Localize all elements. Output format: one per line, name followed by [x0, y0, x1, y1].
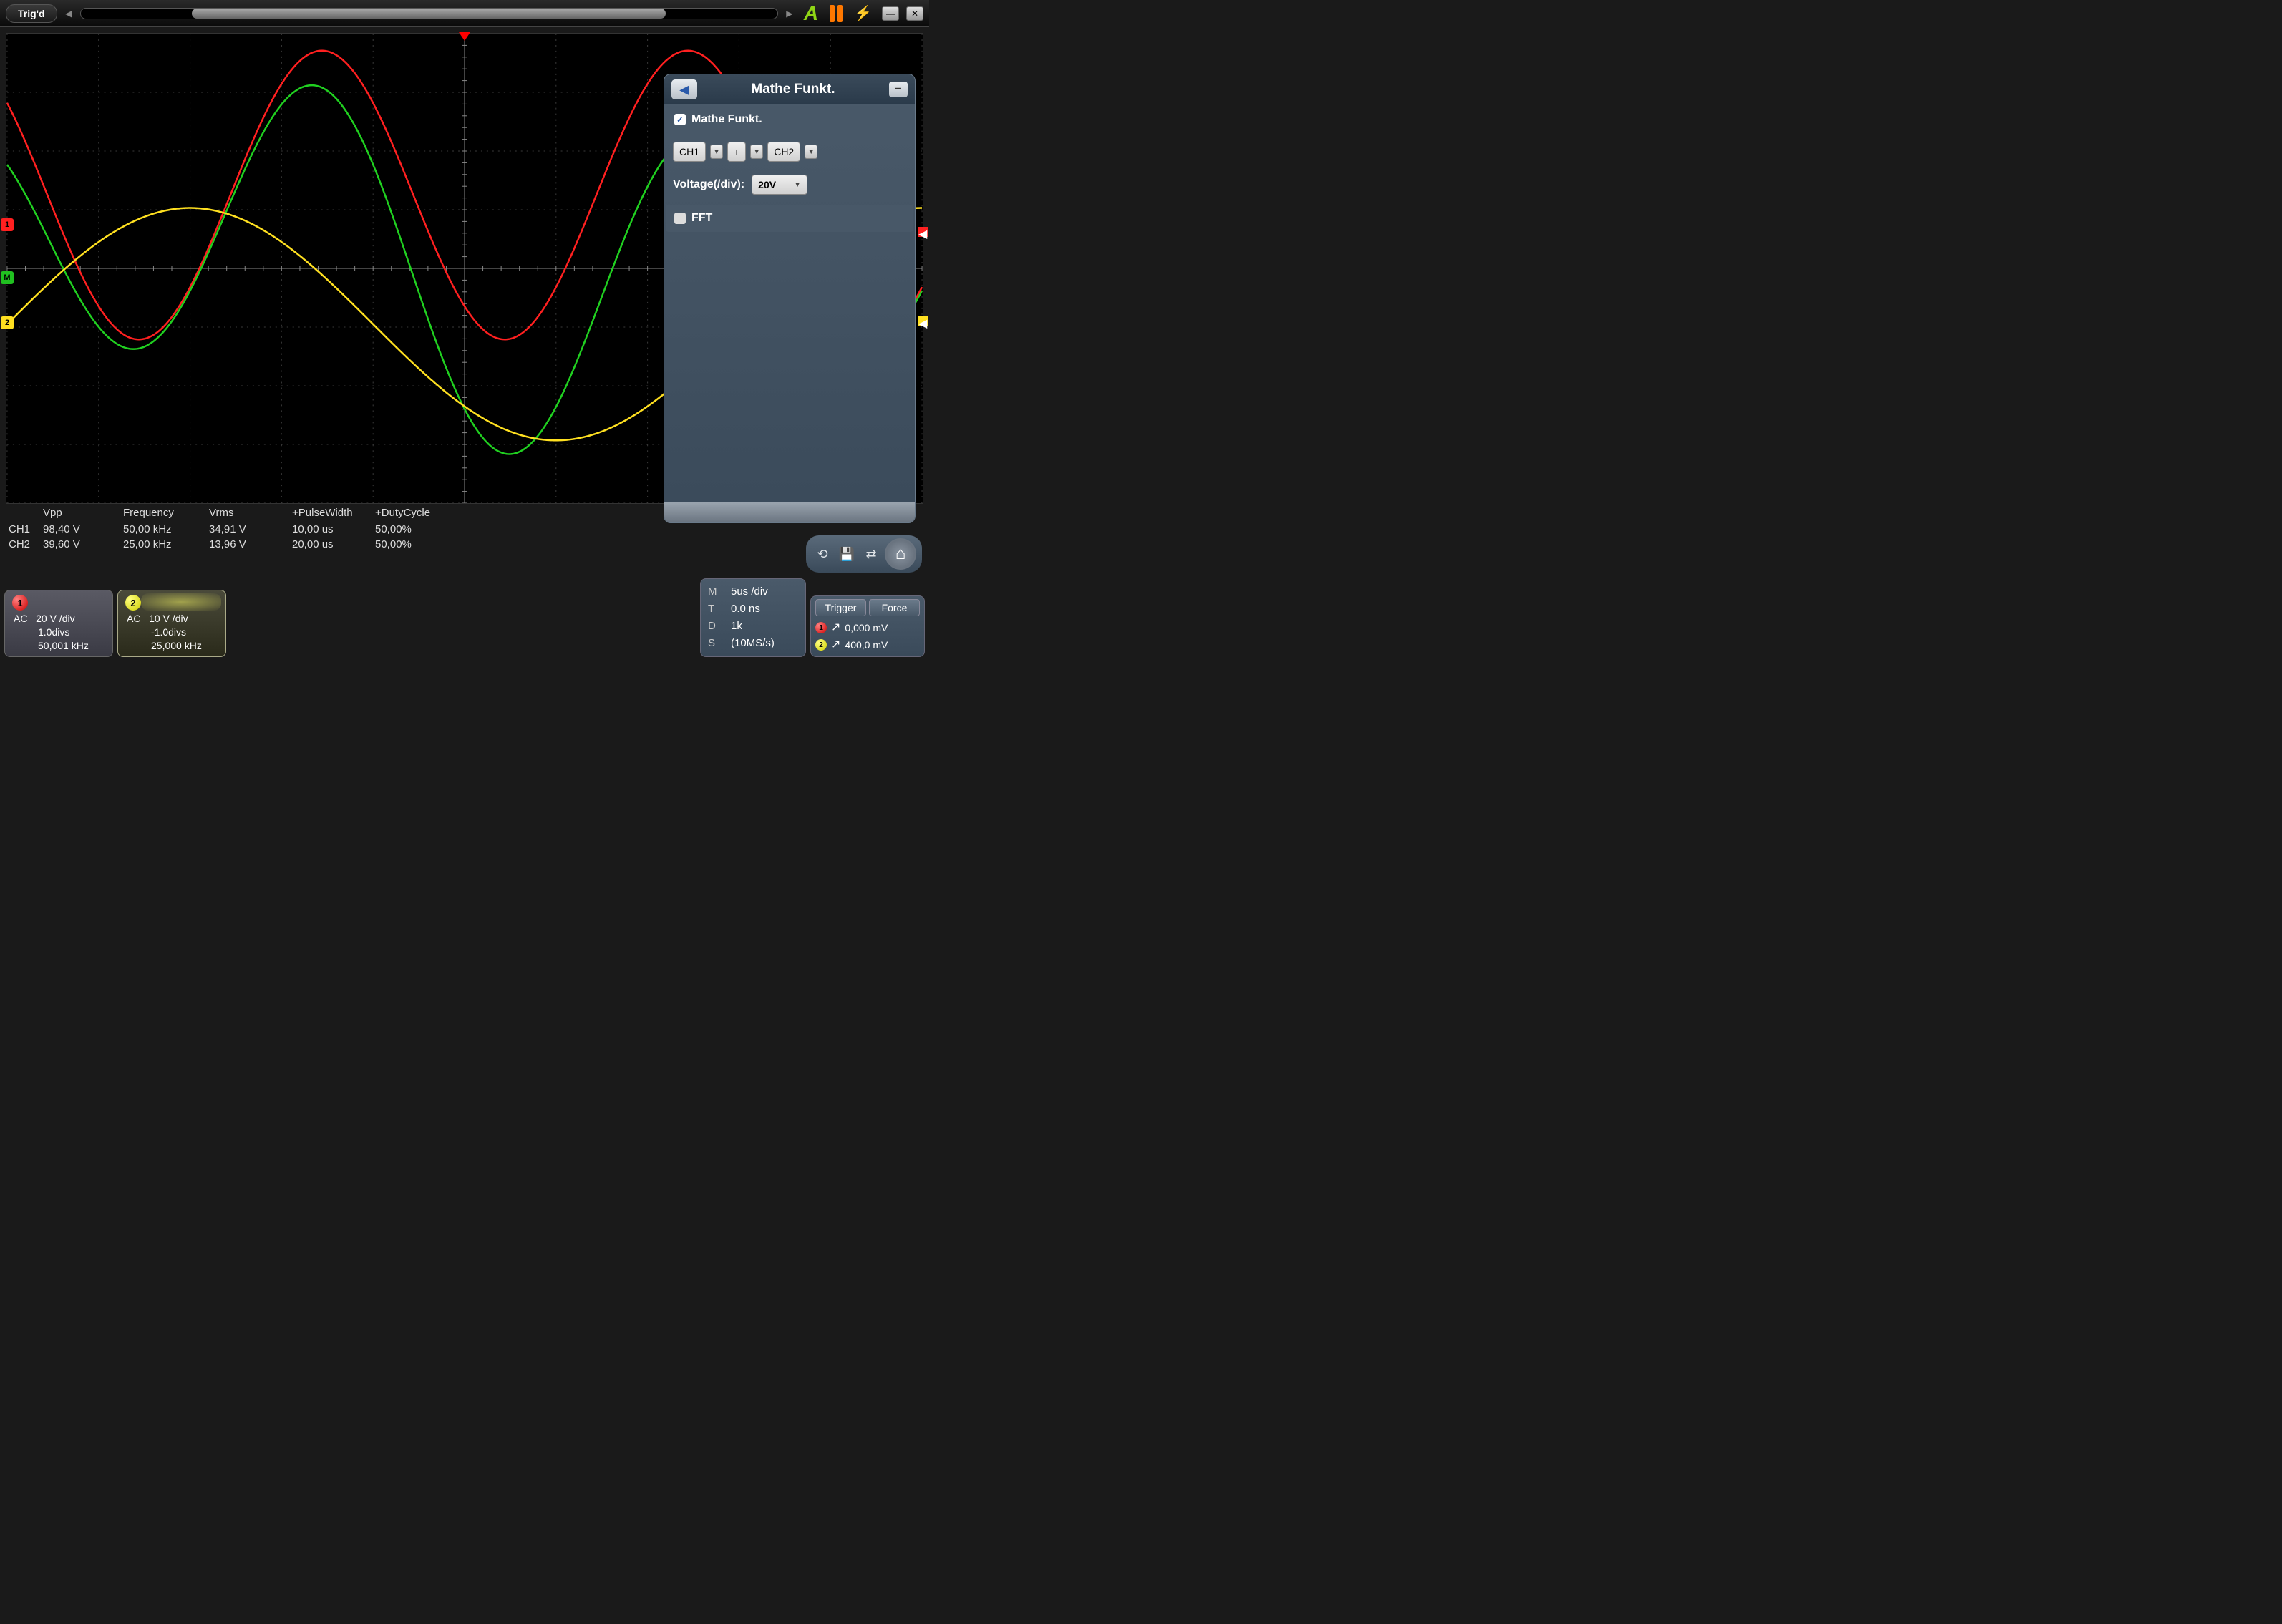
- tb-s-value: (10MS/s): [731, 635, 775, 652]
- panel-minimize-button[interactable]: −: [889, 82, 908, 97]
- home-button[interactable]: ⌂: [885, 538, 916, 570]
- meas-cell: 50,00 kHz: [123, 523, 209, 535]
- meas-header: Vrms: [209, 507, 292, 519]
- channel-box-1[interactable]: 1 AC 20 V /div 1.0divs 50,001 kHz: [4, 590, 113, 657]
- trigger-position-marker[interactable]: [459, 32, 470, 41]
- tb-m-value: 5us /div: [731, 583, 768, 601]
- math-checkbox[interactable]: ✓: [674, 114, 686, 125]
- trigger-button[interactable]: Trigger: [815, 599, 866, 616]
- channel-coupling: AC 20 V /div: [12, 612, 105, 626]
- tb-s-label: S: [708, 635, 721, 652]
- meas-cell: 50,00%: [375, 523, 447, 535]
- meas-header: +DutyCycle: [375, 507, 447, 519]
- tb-d-value: 1k: [731, 618, 742, 635]
- meas-header: Vpp: [43, 507, 123, 519]
- tb-m-label: M: [708, 583, 721, 601]
- meas-cell: CH1: [9, 523, 43, 535]
- trigger-status-button[interactable]: Trig'd: [6, 4, 57, 23]
- math-enable-row[interactable]: ✓ Mathe Funkt.: [666, 106, 913, 133]
- meas-row: CH198,40 V50,00 kHz34,91 V10,00 us50,00%: [9, 523, 447, 535]
- ch1-trigger-level-marker[interactable]: ◀: [918, 227, 928, 237]
- scroll-right-icon[interactable]: ▶: [784, 8, 795, 19]
- pause-icon[interactable]: [830, 5, 843, 22]
- meas-header-row: Vpp Frequency Vrms +PulseWidth +DutyCycl…: [9, 507, 447, 519]
- meas-cell: 13,96 V: [209, 538, 292, 550]
- source1-select[interactable]: CH1: [673, 142, 706, 162]
- trigger-ch-dot: 2: [815, 639, 827, 651]
- trigger-box: Trigger Force 1 ↗ 0,000 mV 2 ↗ 400,0 mV: [810, 595, 925, 657]
- meas-cell: 20,00 us: [292, 538, 375, 550]
- meas-header: Frequency: [123, 507, 209, 519]
- horizontal-scrollbar[interactable]: [80, 8, 778, 19]
- single-trigger-icon[interactable]: ⚡: [854, 4, 872, 22]
- channel-coupling: AC 10 V /div: [125, 612, 218, 626]
- oscilloscope-display[interactable]: 1 M 2 ◀ ◀ ◀ Mathe Funkt. − ✓ Mathe Funkt…: [6, 33, 923, 504]
- ch1-ground-marker[interactable]: 1: [1, 218, 14, 231]
- meas-cell: CH2: [9, 538, 43, 550]
- trigger-row[interactable]: 2 ↗ 400,0 mV: [815, 636, 920, 653]
- trigger-level: 0,000 mV: [845, 621, 888, 636]
- source1-dropdown-icon[interactable]: ▼: [710, 145, 723, 159]
- meas-cell: 25,00 kHz: [123, 538, 209, 550]
- voltage-select[interactable]: 20V▼: [752, 175, 807, 195]
- channel-position: 1.0divs: [12, 626, 105, 639]
- export-icon[interactable]: ⇄: [860, 543, 882, 565]
- channel-info-boxes: 1 AC 20 V /div 1.0divs 50,001 kHz2 AC 10…: [4, 590, 226, 657]
- force-button[interactable]: Force: [869, 599, 920, 616]
- tb-t-value: 0.0 ns: [731, 601, 760, 618]
- meas-cell: 10,00 us: [292, 523, 375, 535]
- meas-cell: 34,91 V: [209, 523, 292, 535]
- panel-title: Mathe Funkt.: [704, 82, 882, 97]
- scroll-left-icon[interactable]: ◀: [63, 8, 74, 19]
- trigger-row[interactable]: 1 ↗ 0,000 mV: [815, 619, 920, 636]
- source2-dropdown-icon[interactable]: ▼: [805, 145, 817, 159]
- fft-label: FFT: [691, 212, 712, 225]
- minimize-button[interactable]: —: [882, 6, 899, 21]
- panel-header: ◀ Mathe Funkt. −: [664, 74, 915, 104]
- meas-header: [9, 507, 43, 519]
- meas-cell: 98,40 V: [43, 523, 123, 535]
- rising-edge-icon: ↗: [831, 619, 840, 636]
- close-button[interactable]: ✕: [906, 6, 923, 21]
- channel-freq: 50,001 kHz: [12, 639, 105, 653]
- tb-d-label: D: [708, 618, 721, 635]
- ch2-trigger-level-marker[interactable]: ◀: [918, 316, 928, 326]
- measurements-table: Vpp Frequency Vrms +PulseWidth +DutyCycl…: [9, 507, 447, 553]
- source2-select[interactable]: CH2: [767, 142, 800, 162]
- meas-row: CH239,60 V25,00 kHz13,96 V20,00 us50,00%: [9, 538, 447, 550]
- channel-box-2[interactable]: 2 AC 10 V /div -1.0divs 25,000 kHz: [117, 590, 226, 657]
- scrollbar-thumb[interactable]: [192, 9, 666, 19]
- meas-cell: 50,00%: [375, 538, 447, 550]
- ch2-ground-marker[interactable]: 2: [1, 316, 14, 329]
- fft-row[interactable]: FFT: [666, 205, 913, 232]
- voltage-div-row: Voltage(/div): 20V▼: [664, 169, 915, 203]
- meas-header: +PulseWidth: [292, 507, 375, 519]
- save-icon[interactable]: 💾: [836, 543, 858, 565]
- math-checkbox-label: Mathe Funkt.: [691, 113, 762, 126]
- operator-dropdown-icon[interactable]: ▼: [750, 145, 763, 159]
- math-function-panel: ◀ Mathe Funkt. − ✓ Mathe Funkt. CH1 ▼ + …: [664, 74, 916, 523]
- math-ground-marker[interactable]: M: [1, 271, 14, 284]
- math-operands-row: CH1 ▼ + ▼ CH2 ▼: [664, 135, 915, 169]
- channel-badge: 2: [125, 595, 141, 611]
- toolbar-icons: ⟲ 💾 ⇄ ⌂: [806, 535, 922, 573]
- channel-freq: 25,000 kHz: [125, 639, 218, 653]
- operator-select[interactable]: +: [727, 142, 746, 162]
- tb-t-label: T: [708, 601, 721, 618]
- back-button[interactable]: ◀: [671, 79, 697, 99]
- zoom-reset-icon[interactable]: ⟲: [812, 543, 833, 565]
- meas-cell: 39,60 V: [43, 538, 123, 550]
- channel-position: -1.0divs: [125, 626, 218, 639]
- panel-footer: [664, 502, 915, 522]
- auto-mode-icon: A: [804, 2, 818, 25]
- trigger-ch-dot: 1: [815, 622, 827, 633]
- top-bar: Trig'd ◀ ▶ A ⚡ — ✕: [0, 0, 929, 27]
- voltage-label: Voltage(/div):: [673, 178, 744, 191]
- fft-checkbox[interactable]: [674, 213, 686, 224]
- trigger-level: 400,0 mV: [845, 638, 888, 653]
- channel-badge: 1: [12, 595, 28, 611]
- rising-edge-icon: ↗: [831, 636, 840, 653]
- timebase-box[interactable]: M 5us /div T 0.0 ns D 1k S (10MS/s): [700, 578, 806, 657]
